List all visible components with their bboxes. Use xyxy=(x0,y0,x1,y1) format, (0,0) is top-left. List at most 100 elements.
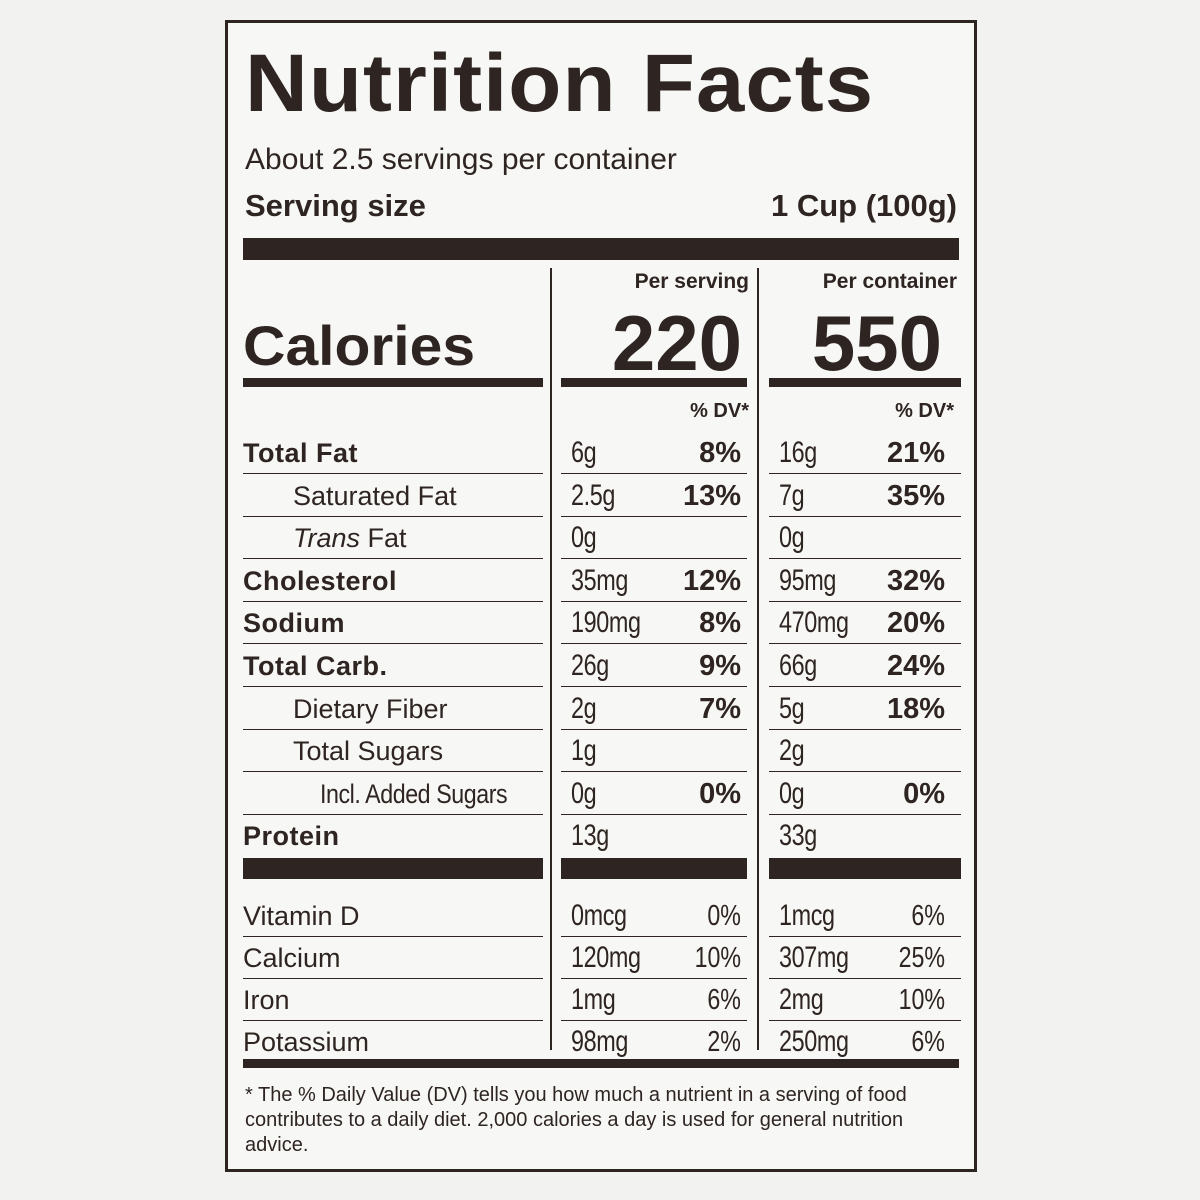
nutrient-name-italic: Trans xyxy=(293,523,361,554)
thick-divider-top xyxy=(243,238,959,260)
amount-per-serving: 1mg xyxy=(571,983,616,1016)
amount-per-serving: 190mg xyxy=(571,606,641,640)
row-rule-name xyxy=(243,936,543,937)
amount-per-serving: 6g xyxy=(571,436,597,469)
row-rule-name xyxy=(243,813,543,815)
row-rule-name xyxy=(243,643,543,645)
dv-header-container: % DV* xyxy=(895,400,954,422)
dv-per-serving: 0% xyxy=(699,777,741,810)
dv-per-serving: 8% xyxy=(699,437,741,469)
nutrient-name: Total Sugars xyxy=(293,736,444,767)
dv-per-container: 32% xyxy=(886,564,945,597)
per-serving-header: Per serving xyxy=(634,270,749,293)
amount-per-serving: 35mg xyxy=(571,563,628,597)
column-divider-serving xyxy=(550,268,552,1050)
nutrient-name: Total Carb. xyxy=(243,651,388,681)
amount-per-container: 5g xyxy=(779,691,805,725)
vitamin-row: Iron 1mg 6% 2mg 10% xyxy=(228,979,974,1021)
nutrient-row: Incl. Added Sugars 0g 0% 0g 0% xyxy=(228,773,974,815)
nutrient-name: Saturated Fat xyxy=(293,480,457,511)
serving-size-label: Serving size xyxy=(245,188,426,223)
row-rule-container xyxy=(769,643,961,645)
vitamin-name: Vitamin D xyxy=(243,901,360,931)
dv-per-container: 0% xyxy=(903,777,945,810)
row-rule-container xyxy=(769,813,961,815)
dv-per-container: 18% xyxy=(886,692,945,725)
nutrient-name-suffix: Fat xyxy=(360,523,407,554)
nutrient-row: Total Fat 6g 8% 16g 21% xyxy=(228,432,974,474)
servings-per-container: About 2.5 servings per container xyxy=(245,143,677,176)
vitamin-name: Iron xyxy=(243,985,290,1015)
amount-per-serving: 2g xyxy=(571,691,597,725)
dv-per-container: 20% xyxy=(886,607,945,640)
vitamin-row: Potassium 98mg 2% 250mg 6% xyxy=(228,1021,974,1063)
dv-per-serving: 12% xyxy=(682,564,741,597)
nutrient-name: Sodium xyxy=(243,608,345,639)
nutrient-row: Trans Fat 0g 0g xyxy=(228,517,974,560)
amount-per-container: 0g xyxy=(779,776,805,810)
row-rule-container xyxy=(769,771,961,773)
vitamin-name: Potassium xyxy=(243,1027,370,1057)
column-divider-container xyxy=(757,268,759,1050)
dv-per-serving: 6% xyxy=(707,984,741,1016)
dv-header-serving: % DV* xyxy=(690,400,749,422)
vitamin-row: Vitamin D 0mcg 0% 1mcg 6% xyxy=(228,895,974,937)
amount-per-container: 2g xyxy=(779,734,805,768)
row-rule-serving xyxy=(561,978,747,979)
dv-per-serving: 7% xyxy=(699,692,741,725)
dv-per-container: 10% xyxy=(898,984,945,1016)
nutrient-row: Saturated Fat 2.5g 13% 7g 35% xyxy=(228,475,974,517)
row-rule-container xyxy=(769,1020,961,1021)
row-rule-name xyxy=(243,728,543,730)
row-rule-container xyxy=(769,936,961,937)
row-rule-container xyxy=(769,600,961,602)
row-rule-container xyxy=(769,473,961,474)
vitamin-row: Calcium 120mg 10% 307mg 25% xyxy=(228,937,974,979)
nutrient-row: Cholesterol 35mg 12% 95mg 32% xyxy=(228,560,974,602)
row-rule-serving xyxy=(561,686,747,687)
row-rule-container xyxy=(769,686,961,687)
row-rule-serving xyxy=(561,728,747,730)
row-rule-serving xyxy=(561,1020,747,1021)
row-rule-serving xyxy=(561,600,747,602)
calories-divider-container xyxy=(769,378,961,387)
amount-per-container: 0g xyxy=(779,521,805,555)
row-rule-name xyxy=(243,1020,543,1021)
amount-per-serving: 26g xyxy=(571,649,609,682)
dv-per-serving: 8% xyxy=(699,607,741,640)
row-rule-serving xyxy=(561,771,747,773)
thick-divider-vitamins-container xyxy=(769,858,961,879)
vitamin-name: Calcium xyxy=(243,943,341,973)
amount-per-serving: 2.5g xyxy=(571,478,615,512)
amount-per-container: 66g xyxy=(779,649,817,682)
amount-per-container: 95mg xyxy=(779,563,836,597)
amount-per-serving: 98mg xyxy=(571,1025,628,1058)
dv-per-serving: 10% xyxy=(694,942,741,974)
nutrient-name: Incl. Added Sugars xyxy=(320,778,508,809)
row-rule-name xyxy=(243,771,543,773)
nutrient-row: Dietary Fiber 2g 7% 5g 18% xyxy=(228,688,974,730)
amount-per-container: 16g xyxy=(779,436,817,469)
row-rule-name xyxy=(243,686,543,687)
amount-per-serving: 120mg xyxy=(571,941,641,974)
amount-per-serving: 0g xyxy=(571,521,597,555)
nutrient-name: Protein xyxy=(243,821,340,852)
dv-per-container: 24% xyxy=(886,650,945,682)
amount-per-container: 33g xyxy=(779,819,817,853)
calories-divider-name xyxy=(243,378,543,387)
nutrient-name: Total Fat xyxy=(243,438,358,468)
calories-per-container: 550 xyxy=(811,299,942,387)
nutrient-row: Sodium 190mg 8% 470mg 20% xyxy=(228,602,974,645)
row-rule-name xyxy=(243,473,543,474)
row-rule-name xyxy=(243,558,543,560)
per-container-header: Per container xyxy=(822,270,957,293)
row-rule-container xyxy=(769,515,961,517)
dv-per-container: 21% xyxy=(886,437,945,469)
row-rule-serving xyxy=(561,643,747,645)
thick-divider-vitamins-name xyxy=(243,858,543,879)
dv-per-container: 6% xyxy=(911,900,945,932)
dv-per-serving: 13% xyxy=(682,479,741,512)
footnote: * The % Daily Value (DV) tells you how m… xyxy=(245,1084,907,1156)
amount-per-serving: 0mcg xyxy=(571,899,627,932)
calories-divider-serving xyxy=(561,378,747,387)
